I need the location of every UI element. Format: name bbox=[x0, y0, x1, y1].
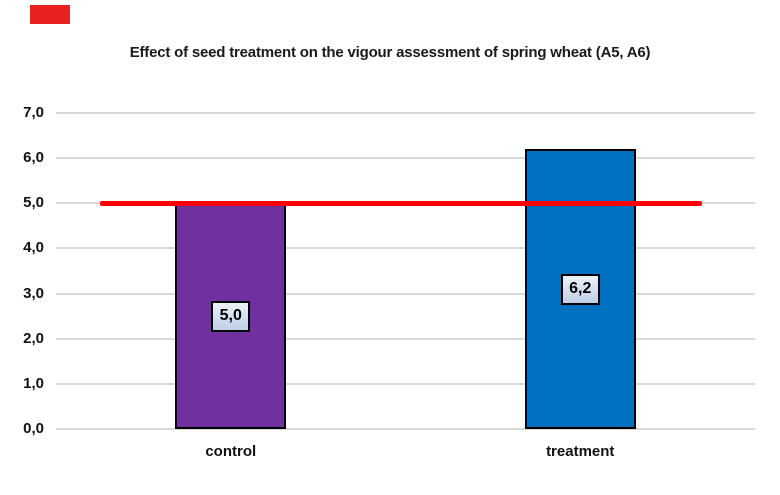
y-axis-tick-label: 1,0 bbox=[23, 374, 44, 392]
gridline bbox=[56, 337, 755, 340]
y-axis-tick-label: 0,0 bbox=[23, 420, 44, 437]
y-axis-tick-label: 5,0 bbox=[23, 194, 44, 212]
y-axis-tick-label: 3,0 bbox=[23, 284, 44, 302]
y-axis-tick-label: 4,0 bbox=[23, 239, 44, 257]
gridline bbox=[56, 292, 755, 295]
x-axis-label-control: control bbox=[205, 443, 257, 460]
chart-title: Effect of seed treatment on the vigour a… bbox=[129, 44, 651, 61]
y-axis-tick-label: 7,0 bbox=[23, 104, 44, 122]
gridline bbox=[56, 112, 755, 115]
data-label-treatment: 6,2 bbox=[560, 273, 600, 305]
y-axis-tick-label: 2,0 bbox=[23, 329, 44, 347]
gridline bbox=[56, 428, 755, 430]
gridline bbox=[56, 247, 755, 250]
reference-line bbox=[100, 201, 702, 206]
x-axis-label-treatment: treatment bbox=[546, 443, 615, 460]
gridline bbox=[56, 157, 755, 160]
gridline bbox=[56, 382, 755, 385]
y-axis-tick-label: 6,0 bbox=[23, 149, 44, 167]
red-marker bbox=[30, 5, 70, 24]
data-label-control: 5,0 bbox=[211, 300, 251, 332]
